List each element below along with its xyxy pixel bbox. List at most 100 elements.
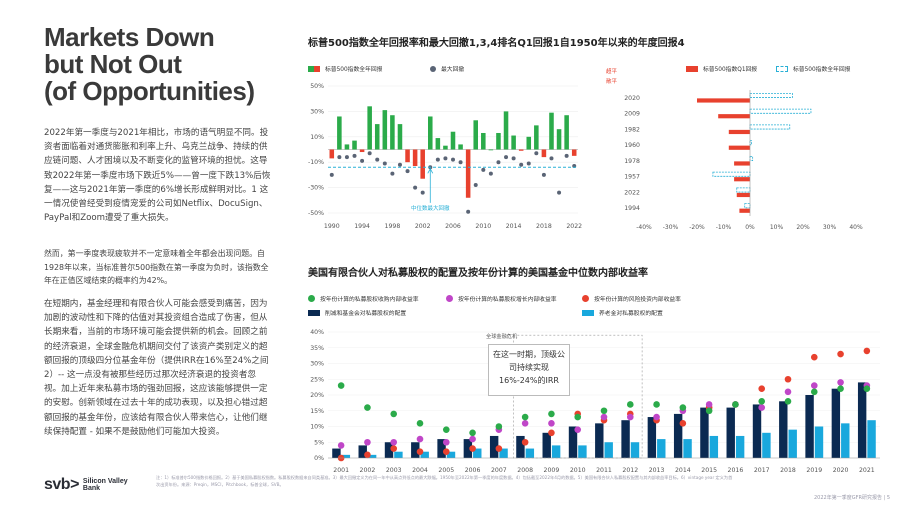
vc-irr-dot (548, 429, 555, 437)
pension-bar (446, 451, 456, 458)
legend-dot (430, 65, 436, 72)
drawdown-dot (473, 183, 478, 188)
endowment-bar (332, 448, 341, 458)
chart2-legend-blue: 标普500指数全年回报 (776, 64, 850, 73)
full-year-bar (749, 124, 791, 130)
vc-irr-dot (469, 445, 476, 452)
y-tick-label: 40% (310, 329, 324, 336)
legend-swatch (776, 65, 788, 72)
return-bar (359, 149, 365, 153)
chart3-legend-growth: 按年份计算的私募股权增长内部收益率 (446, 294, 557, 303)
legend-swatch (686, 65, 698, 72)
x-tick-label: -30% (663, 224, 679, 231)
drawdown-dot (360, 158, 365, 163)
pension-bar (735, 435, 745, 458)
return-bar (549, 112, 554, 150)
drawdown-dot (420, 190, 425, 195)
return-bar (541, 149, 547, 158)
legend-label: 削减和基金会对私募股权的配置 (325, 311, 407, 317)
y-tick-label: 25% (310, 376, 324, 383)
intro-paragraph: 2022年第一季度与2021年相比，市场的语气明显不同。投资者面临着对通货膨胀和… (44, 128, 271, 224)
growth-irr-dot (416, 435, 424, 443)
vc-irr-dot (495, 445, 503, 452)
endowment-bar (358, 445, 367, 458)
title-line: Markets Down (44, 22, 215, 52)
vc-irr-dot (416, 448, 424, 455)
drawdown-dot (466, 209, 471, 214)
growth-irr-dot (469, 435, 476, 443)
x-tick-label: 1994 (354, 223, 370, 230)
endowment-bar (779, 401, 788, 458)
pension-bar (341, 454, 351, 458)
pension-bar (630, 442, 640, 458)
category-label: 2009 (624, 111, 640, 118)
buyout-irr-dot (653, 401, 660, 408)
legend-label: 养老金对私募股权的配置 (599, 311, 663, 317)
pension-bar (867, 420, 876, 458)
y-tick-label: 30% (310, 361, 324, 368)
chart1-svg: 50% 30% 10% -10% -30% -50% 中位数最大回撤 1990 1994 1998… (308, 83, 582, 230)
return-bar (488, 149, 494, 151)
drawdown-dot (375, 157, 380, 162)
drawdown-dot (481, 167, 486, 172)
legend-label: 标普500指数Q1回报 (703, 67, 758, 73)
endowment-bar (542, 432, 551, 458)
buyout-irr-dot (758, 398, 766, 405)
chart3-legend-vc: 按年份计算的风险投资内部收益率 (582, 294, 681, 303)
buyout-irr-dot (732, 401, 739, 408)
buyout-irr-dot (416, 420, 424, 427)
return-bar (458, 144, 463, 150)
return-bar (556, 129, 562, 150)
chart2-svg: 2020 2009 1982 1960 1978 1957 2022 1994 -40% -30%… (624, 90, 863, 231)
return-bar (534, 125, 539, 150)
full-year-bar (749, 155, 754, 161)
pension-bar (551, 445, 561, 458)
return-bar (367, 106, 372, 150)
buyout-irr-dot (548, 410, 555, 418)
legend-label: 标普500指数全年回报 (325, 67, 383, 73)
y-tick-label: 10% (310, 424, 324, 431)
x-tick-label: -20% (689, 224, 705, 231)
x-tick-label: 2004 (412, 467, 428, 474)
return-bar (428, 116, 433, 150)
pension-bar (762, 432, 771, 458)
growth-irr-dot (758, 404, 766, 411)
buyout-irr-dot (521, 413, 529, 421)
x-tick-label: 0% (745, 224, 755, 231)
annotation-arrowhead (427, 167, 434, 174)
svb-logo-mark: svb> (44, 476, 79, 493)
drawdown-dot (458, 160, 463, 165)
drawdown-dot (549, 156, 554, 161)
q1-bar (734, 161, 750, 166)
endowment-bar (595, 423, 604, 458)
return-bar (473, 120, 478, 150)
growth-irr-dot (442, 438, 450, 446)
x-tick-label: 2018 (780, 467, 796, 474)
q1-bar (718, 114, 750, 119)
svb-logo-name: Silicon Valley Bank (83, 478, 128, 493)
pension-bar (473, 448, 482, 458)
endowment-bar (857, 382, 867, 458)
full-year-bar (749, 108, 812, 114)
drawdown-dot (534, 151, 539, 156)
legend-swatch (308, 309, 320, 316)
endowment-bar (752, 404, 762, 458)
growth-irr-dot (600, 413, 608, 421)
buyout-irr-dot (469, 429, 476, 437)
pension-bar (578, 445, 587, 458)
growth-irr-dot (390, 438, 398, 446)
y-tick-label: 5% (314, 439, 324, 446)
full-year-bar (736, 187, 751, 193)
return-bar (382, 110, 388, 150)
x-tick-label: 2006 (445, 223, 461, 230)
pension-bar (420, 451, 429, 458)
buyout-irr-dot (337, 382, 345, 389)
chart3-legend-endowment: 削减和基金会对私募股权的配置 (308, 308, 406, 317)
legend-dot (582, 295, 589, 302)
return-bar (503, 111, 509, 150)
q1-bar (734, 177, 750, 182)
x-tick-label: 20% (796, 224, 810, 231)
legend-swatch (308, 65, 320, 72)
endowment-bar (437, 439, 446, 458)
category-label: 1960 (624, 142, 640, 149)
